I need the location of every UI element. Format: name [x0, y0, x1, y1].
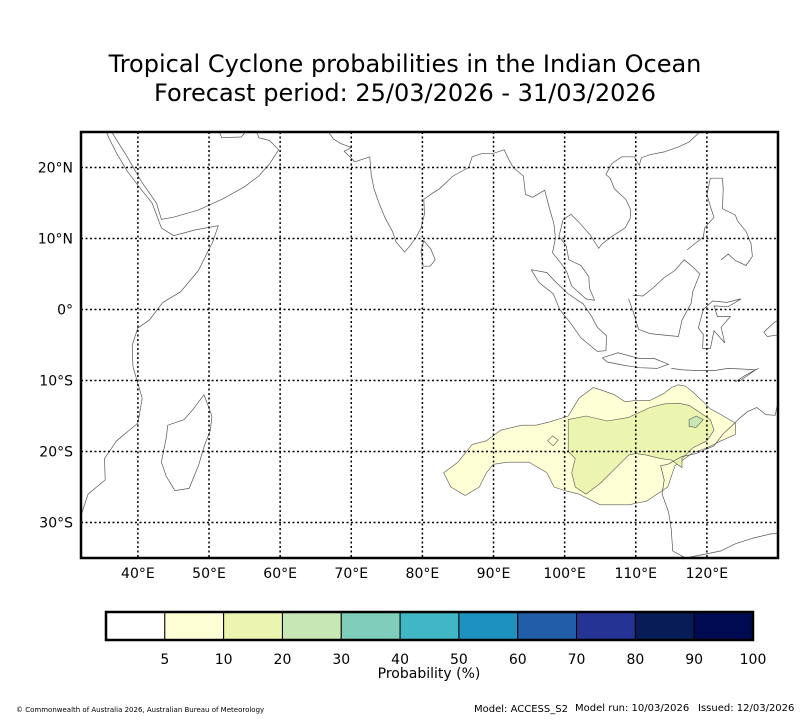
- colorbar-frame: [104, 610, 755, 642]
- colorbar-tick-label: 20: [274, 652, 292, 668]
- colorbar-swatch: [517, 611, 578, 641]
- latitude-tick-label: 0°: [57, 303, 73, 319]
- colorbar-tick-label: 100: [740, 652, 767, 668]
- longitude-tick-label: 70°E: [334, 566, 368, 582]
- colorbar-swatch: [458, 611, 519, 641]
- longitude-tick-label: 50°E: [192, 566, 226, 582]
- latitude-tick-label: 20°N: [38, 161, 73, 177]
- forecast-period-title: Forecast period: 25/03/2026 - 31/03/2026: [154, 79, 656, 107]
- model-name: Model: ACCESS_S2: [474, 704, 568, 715]
- borneo-coast: [628, 259, 701, 337]
- colorbar-label: Probability (%): [378, 666, 481, 682]
- probability-region-10-20: [567, 402, 715, 495]
- madagascar-coast: [161, 394, 213, 491]
- colorbar-tick-label: 10: [215, 652, 233, 668]
- colorbar-tick-label: 60: [509, 652, 527, 668]
- sumatra-coast: [530, 269, 607, 352]
- australia-nw-coast: [660, 401, 778, 467]
- probability-region-20-30: [688, 415, 704, 428]
- map-frame: [79, 130, 780, 560]
- lesser-sunda-coast: [671, 368, 759, 371]
- longitude-tick-label: 60°E: [263, 566, 297, 582]
- java-coast: [602, 352, 670, 369]
- iran-coast: [327, 132, 701, 301]
- issued-date: Issued: 12/03/2026: [698, 703, 795, 714]
- new-guinea-coast: [763, 319, 778, 337]
- latitude-tick-label: 20°S: [39, 445, 73, 461]
- probability-region-5-10: [547, 435, 559, 447]
- colorbar-tick-label: 70: [568, 652, 586, 668]
- longitude-tick-label: 120°E: [686, 566, 729, 582]
- longitude-tick-label: 90°E: [477, 566, 511, 582]
- coastlines: [81, 132, 778, 558]
- colorbar-tick-label: 30: [332, 652, 350, 668]
- colorbar: 5 10 20 30 40 50 60 70 80 90 100 Probability (%): [104, 610, 767, 682]
- colorbar-swatch: [576, 611, 636, 641]
- colorbar-tick-label: 90: [685, 652, 703, 668]
- colorbar-swatch: [164, 611, 225, 641]
- colorbar-tick-label: 40: [391, 652, 409, 668]
- philippines-coast: [686, 177, 753, 266]
- colorbar-swatch: [281, 611, 342, 641]
- timor-coast: [735, 368, 757, 383]
- copyright-text: © Commonwealth of Australia 2026, Austra…: [16, 706, 265, 714]
- longitude-tick-label: 80°E: [406, 566, 440, 582]
- colorbar-swatch: [223, 611, 283, 641]
- arabia-coast: [111, 132, 280, 220]
- colorbar-tick-label: 5: [160, 652, 169, 668]
- axis-ticks: 40°E 50°E 60°E 70°E 80°E 90°E 100°E 110°E 120°E 2…: [38, 161, 728, 583]
- colorbar-swatch: [693, 611, 754, 641]
- longitude-tick-label: 40°E: [121, 566, 155, 582]
- probability-regions: [443, 384, 736, 506]
- latitude-tick-label: 30°S: [39, 516, 73, 532]
- graticule: [81, 132, 778, 558]
- latitude-tick-label: 10°N: [38, 232, 73, 248]
- colorbar-tick-label: 50: [450, 652, 468, 668]
- model-run-date: Model run: 10/03/2026: [575, 703, 690, 714]
- australia-coast: [660, 465, 778, 558]
- colorbar-swatch: [340, 611, 401, 641]
- latitude-tick-label: 10°S: [39, 374, 73, 390]
- map-title: Tropical Cyclone probabilities in the In…: [108, 50, 702, 78]
- colorbar-swatch: [399, 611, 460, 641]
- sulawesi-coast: [697, 298, 742, 349]
- africa-coast: [81, 132, 219, 516]
- sri-lanka-coast: [420, 239, 436, 267]
- longitude-tick-label: 100°E: [543, 566, 586, 582]
- colorbar-tick-label: 80: [626, 652, 644, 668]
- colorbar-swatch: [105, 611, 166, 641]
- longitude-tick-label: 110°E: [614, 566, 657, 582]
- colorbar-swatch: [634, 611, 695, 641]
